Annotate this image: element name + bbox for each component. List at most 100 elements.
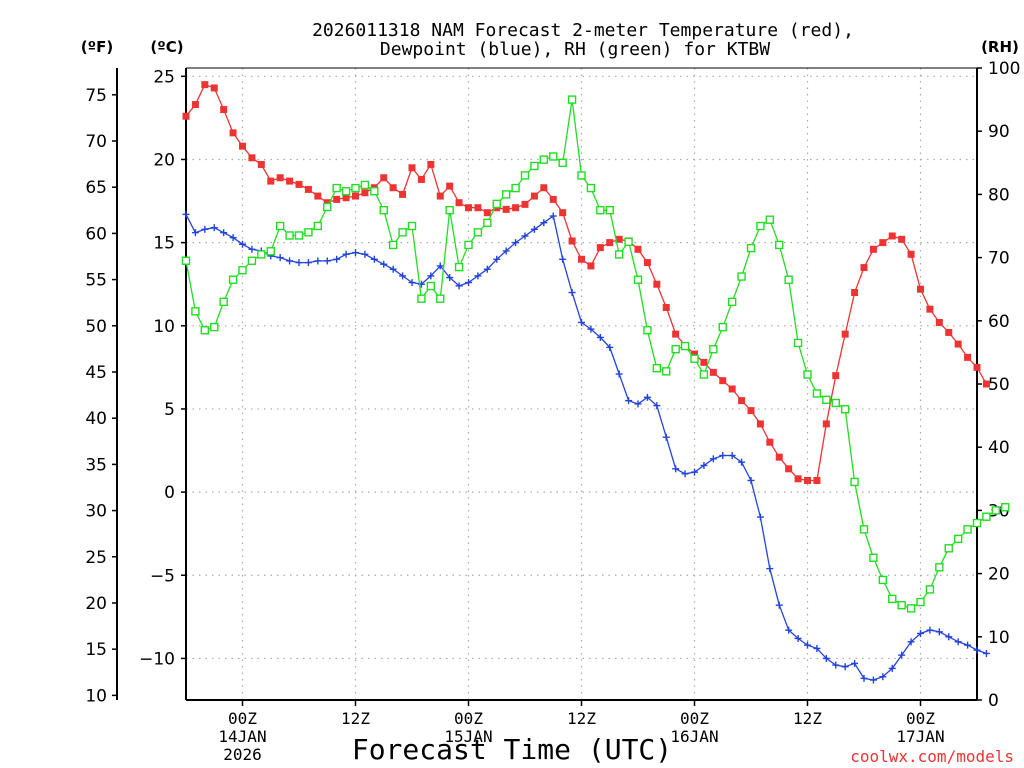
temperature-point [182, 112, 190, 120]
rh-point [991, 506, 1001, 515]
temperature-point [700, 358, 708, 366]
dewpoint-point [229, 234, 237, 242]
rh-point [699, 370, 709, 379]
x-tick-date-label: 16JAN [670, 727, 718, 746]
celsius-tick-label: −10 [139, 649, 175, 669]
temperature-point [408, 164, 416, 172]
fahrenheit-tick-label: 35 [85, 455, 107, 475]
fahrenheit-tick-label: 40 [85, 409, 107, 429]
dewpoint-point [728, 452, 736, 460]
x-tick-label: 12Z [341, 709, 370, 728]
rh-point [445, 205, 454, 215]
rh-point [596, 205, 605, 215]
rh-point [360, 180, 370, 190]
rh-point [379, 205, 388, 215]
rh-point [417, 294, 426, 303]
temperature-point [267, 177, 275, 185]
rh-point [341, 187, 351, 196]
dewpoint-point [220, 229, 228, 237]
temperature-point [747, 407, 755, 415]
fahrenheit-tick-label: 65 [85, 178, 107, 198]
temperature-point [738, 397, 746, 405]
dewpoint-point [408, 279, 416, 287]
rh-point [436, 294, 445, 303]
temperature-point [917, 285, 924, 293]
rh-point [709, 345, 718, 354]
rh-unit-label: (RH) [981, 38, 1019, 56]
temperature-point [286, 177, 294, 185]
series-dewpoint [182, 210, 990, 684]
rh-point [944, 544, 953, 553]
rh-point [191, 307, 200, 316]
celsius-tick-label: −5 [150, 566, 175, 586]
temperature-point [785, 465, 793, 473]
dewpoint-point [323, 257, 331, 265]
dewpoint-point [907, 638, 915, 646]
dewpoint-point [775, 601, 783, 609]
temperature-point [709, 368, 717, 376]
temperature-point [615, 235, 623, 243]
dewpoint-point [973, 646, 981, 654]
rh-point [549, 152, 558, 161]
dewpoint-point [615, 370, 623, 378]
rh-point [539, 155, 549, 164]
dewpoint-point [945, 633, 953, 641]
dewpoint-point [446, 274, 454, 282]
dewpoint-point [295, 259, 303, 267]
temperature-point [257, 160, 265, 168]
temperature-point [756, 420, 764, 428]
dewpoint-point [276, 254, 284, 262]
fahrenheit-tick-label: 60 [85, 224, 107, 244]
temperature-point [417, 175, 425, 183]
rh-point [643, 326, 652, 335]
rh-point [483, 218, 492, 228]
rh-point [859, 525, 869, 534]
temperature-point [549, 195, 557, 203]
rh-tick-label: 80 [988, 185, 1010, 205]
rh-point [662, 367, 671, 376]
rh-point [737, 272, 746, 281]
rh-point [285, 231, 294, 240]
dewpoint-point [530, 225, 538, 233]
rh-tick-label: 50 [988, 375, 1010, 395]
fahrenheit-tick-label: 70 [85, 132, 107, 152]
dewpoint-point [813, 644, 821, 652]
temperature-point [530, 192, 538, 200]
dewpoint-point [248, 245, 256, 253]
dewpoint-point [700, 461, 708, 469]
temperature-point [964, 353, 972, 361]
temperature-point [512, 204, 520, 212]
dewpoint-point [540, 219, 548, 227]
rh-point [1001, 503, 1010, 512]
x-tick-label: 00Z [906, 709, 935, 728]
temperature-point [276, 174, 284, 182]
dewpoint-point [465, 279, 472, 287]
temperature-point [239, 142, 246, 150]
temperature-point [869, 245, 877, 253]
celsius-tick-label: 15 [153, 234, 175, 254]
rh-point [972, 518, 982, 528]
rh-point [266, 247, 275, 256]
dewpoint-point [399, 272, 407, 280]
temperature-point [399, 190, 407, 198]
rh-point [275, 221, 285, 231]
rh-point [454, 262, 464, 272]
axes: 75706560555045403530252015102520151050−5… [85, 59, 1020, 764]
x-axis-label: Forecast Time (UTC) [352, 733, 672, 766]
temperature-point [474, 204, 482, 212]
dewpoint-point [474, 272, 482, 280]
rh-point [247, 256, 257, 265]
dewpoint-point [596, 333, 604, 341]
rh-point [567, 95, 577, 104]
fahrenheit-tick-label: 55 [85, 271, 107, 291]
dewpoint-point [342, 250, 350, 258]
dewpoint-point [502, 247, 510, 255]
dewpoint-point [578, 318, 585, 326]
rh-point [219, 297, 228, 307]
rh-point [586, 183, 596, 193]
dewpoint-point [625, 397, 633, 405]
dewpoint-point [888, 664, 896, 672]
rh-point [906, 604, 916, 613]
dewpoint-point [719, 452, 727, 460]
rh-point [464, 240, 473, 250]
